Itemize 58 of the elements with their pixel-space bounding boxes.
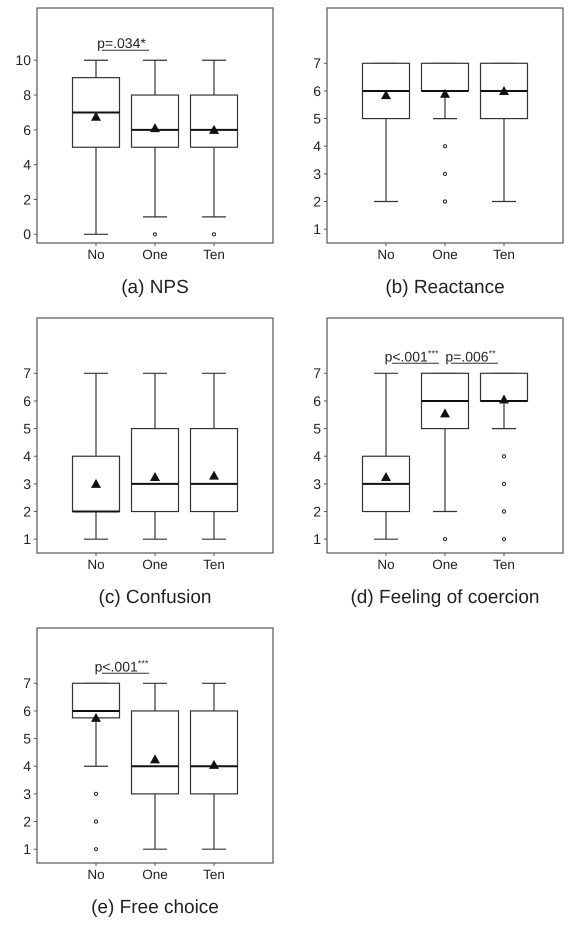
y-tick-label: 2 <box>313 193 322 210</box>
y-tick-label: 8 <box>23 86 32 103</box>
y-tick-label: 3 <box>313 166 322 182</box>
y-tick-label: 1 <box>23 531 32 548</box>
x-tick-label: One <box>432 247 458 262</box>
y-tick-label: 2 <box>23 503 32 520</box>
y-tick-label: 6 <box>23 122 32 138</box>
text: (d) Feeling of coercion <box>350 587 540 608</box>
y-tick-label: 6 <box>23 392 32 409</box>
y-tick-label: 2 <box>23 191 32 208</box>
y-tick-label: 5 <box>313 110 322 126</box>
x-tick-label: No <box>377 557 395 572</box>
x-tick-label: One <box>432 557 458 572</box>
y-tick-label: 3 <box>313 476 322 492</box>
y-tick-label: 7 <box>313 365 322 382</box>
annotation: p<.001$^{***}$ <box>384 348 439 364</box>
x-tick-label: No <box>87 867 105 882</box>
y-tick-label: 0 <box>23 226 32 242</box>
y-tick-label: 7 <box>313 55 322 72</box>
y-tick-label: 4 <box>23 448 32 464</box>
y-tick-label: 4 <box>313 448 322 464</box>
y-tick-label: 3 <box>23 476 32 492</box>
y-tick-label: 1 <box>313 221 322 238</box>
y-tick-label: 6 <box>313 82 322 99</box>
text: (a) NPS <box>121 277 189 298</box>
x-tick-label: One <box>142 247 168 262</box>
x-tick-label: Ten <box>203 867 225 882</box>
y-tick-label: 6 <box>313 392 322 409</box>
x-tick-label: Ten <box>203 247 225 262</box>
y-tick-label: 7 <box>23 675 32 692</box>
y-tick-label: 5 <box>23 730 32 746</box>
annotation: p=.034* <box>97 35 146 52</box>
text: (c) Confusion <box>98 587 212 608</box>
x-tick-label: Ten <box>203 557 225 572</box>
x-tick-label: One <box>142 557 168 572</box>
text: (e) Free choice <box>91 897 219 918</box>
y-tick-label: 5 <box>23 420 32 436</box>
x-tick-label: No <box>87 557 105 572</box>
x-tick-label: One <box>142 867 168 882</box>
annotation: p=.006$^{**}$ <box>445 348 496 364</box>
y-tick-label: 2 <box>313 503 322 520</box>
x-tick-label: No <box>377 247 395 262</box>
y-tick-label: 4 <box>23 758 32 774</box>
x-tick-label: Ten <box>493 247 515 262</box>
y-tick-label: 1 <box>23 841 32 858</box>
text: (b) Reactance <box>385 277 505 298</box>
y-tick-label: 3 <box>23 786 32 802</box>
y-tick-label: 10 <box>15 52 32 68</box>
y-tick-label: 1 <box>313 531 322 548</box>
y-tick-label: 4 <box>313 138 322 154</box>
x-tick-label: No <box>87 247 105 262</box>
annotation: p<.001$^{***}$ <box>94 658 149 674</box>
x-tick-label: Ten <box>493 557 515 572</box>
y-tick-label: 5 <box>313 420 322 436</box>
y-tick-label: 6 <box>23 702 32 719</box>
y-tick-label: 2 <box>23 813 32 830</box>
y-tick-label: 4 <box>23 156 32 173</box>
y-tick-label: 7 <box>23 365 32 382</box>
